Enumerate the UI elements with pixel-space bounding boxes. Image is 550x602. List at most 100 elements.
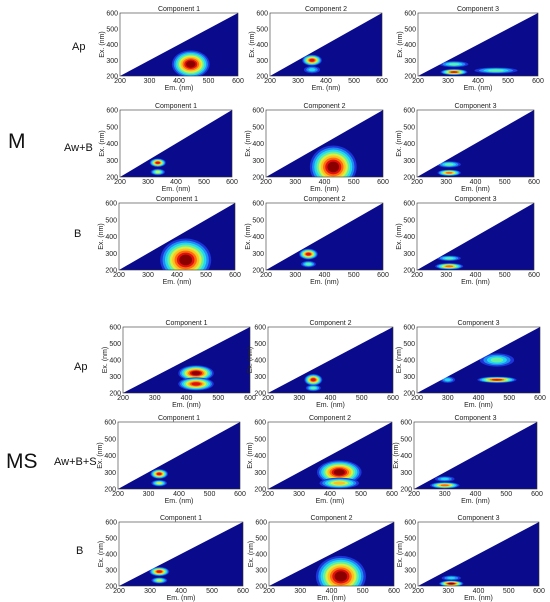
y-tick-label: 300: [404, 568, 416, 575]
y-tick-label: 500: [106, 26, 118, 33]
y-axis-label: Ex. (nm): [245, 130, 252, 156]
y-tick-label: 200: [255, 584, 267, 591]
eem-panel: Component 1 200 300 400 500 600 200 300 400 500 60…: [97, 415, 246, 505]
y-tick-label: 300: [256, 58, 268, 65]
contour-layer: [149, 566, 170, 584]
y-tick-label: 300: [403, 374, 415, 381]
y-tick-label: 300: [255, 568, 267, 575]
y-axis-label: Ex. (nm): [98, 541, 105, 567]
masked-region: [123, 327, 250, 393]
y-tick-label: 600: [256, 11, 268, 18]
x-axis-label: Em. (nm): [162, 186, 191, 193]
y-tick-label: 400: [252, 234, 264, 241]
eem-panel: Component 2 200 300 400 500 600 200 300 400 500 60…: [245, 103, 389, 193]
y-axis-label: Ex. (nm): [99, 31, 106, 57]
x-tick-label: 300: [440, 179, 452, 186]
x-tick-label: 600: [534, 395, 546, 402]
x-tick-label: 300: [293, 491, 305, 498]
y-tick-label: 600: [252, 201, 264, 208]
row-label-ms-b: B: [76, 545, 83, 557]
x-tick-label: 400: [325, 395, 337, 402]
contour-layer: [171, 50, 210, 76]
x-tick-label: 400: [473, 588, 485, 595]
y-tick-label: 500: [400, 436, 412, 443]
contour-layer: [435, 255, 464, 270]
x-tick-label: 200: [411, 179, 423, 186]
y-axis-label: Ex. (nm): [396, 223, 403, 249]
x-axis-label: Em. (nm): [464, 595, 493, 602]
contour-layer: [149, 158, 166, 176]
x-tick-label: 200: [408, 491, 420, 498]
y-tick-label: 400: [104, 453, 116, 460]
y-tick-label: 500: [254, 341, 266, 348]
contour-level: [327, 161, 340, 173]
x-tick-label: 600: [226, 179, 238, 186]
contour-level: [156, 472, 162, 476]
row-label-m-ap: Ap: [72, 41, 85, 53]
plot-frame: [119, 12, 239, 77]
y-tick-label: 300: [252, 158, 264, 165]
x-tick-label: 300: [442, 588, 454, 595]
contour-layer: [439, 575, 464, 586]
panel-title: Component 1: [155, 103, 197, 110]
contour-level: [156, 579, 162, 582]
y-tick-label: 300: [254, 470, 266, 477]
y-tick-label: 500: [254, 436, 266, 443]
contour-level: [333, 481, 346, 485]
y-tick-label: 400: [254, 358, 266, 365]
plot-frame: [265, 202, 384, 271]
x-tick-label: 200: [262, 491, 274, 498]
x-axis-label: Em. (nm): [316, 498, 345, 505]
y-tick-label: 200: [105, 584, 117, 591]
masked-region: [417, 327, 540, 393]
plot-frame: [117, 421, 241, 490]
contour-level: [310, 378, 316, 382]
masked-region: [417, 110, 534, 177]
contour-level: [445, 171, 453, 174]
y-tick-label: 200: [106, 74, 118, 81]
masked-region: [119, 522, 243, 586]
panel-title: Component 1: [160, 515, 202, 522]
contour-level: [305, 252, 311, 256]
x-tick-label: 600: [528, 272, 540, 279]
eem-panel: Component 1 200 300 400 500 600 200 300 400 500 60…: [99, 6, 244, 92]
y-tick-label: 600: [404, 520, 416, 527]
x-tick-label: 600: [386, 491, 398, 498]
y-tick-label: 200: [403, 268, 415, 275]
y-tick-label: 600: [105, 201, 117, 208]
y-tick-label: 300: [403, 158, 415, 165]
x-tick-label: 200: [412, 78, 424, 85]
x-tick-label: 500: [499, 272, 511, 279]
y-tick-label: 400: [109, 358, 121, 365]
x-tick-label: 500: [502, 78, 514, 85]
y-tick-label: 300: [252, 251, 264, 258]
x-tick-label: 500: [356, 395, 368, 402]
row-label-m-b: B: [74, 228, 81, 240]
y-tick-label: 500: [106, 124, 118, 131]
plot-frame: [267, 421, 393, 490]
panel-title: Component 1: [156, 196, 198, 203]
eem-panel: Component 1 200 300 400 500 600 200 300 400 500 60…: [98, 196, 241, 286]
contour-layer: [437, 161, 461, 177]
panel-title: Component 2: [303, 196, 345, 203]
x-tick-label: 200: [114, 78, 126, 85]
x-tick-label: 200: [114, 179, 126, 186]
contour-level: [490, 357, 504, 363]
x-tick-label: 600: [532, 78, 544, 85]
x-tick-label: 600: [376, 78, 388, 85]
y-tick-label: 300: [104, 470, 116, 477]
x-axis-label: Em. (nm): [461, 279, 490, 286]
x-axis-label: Em. (nm): [461, 498, 490, 505]
contour-layer: [150, 469, 168, 487]
row-label-ms-ap: Ap: [74, 361, 87, 373]
x-tick-label: 400: [470, 272, 482, 279]
x-tick-label: 500: [212, 395, 224, 402]
x-tick-label: 400: [181, 395, 193, 402]
eem-panel: Component 2 200 300 400 500 600 200 300 400 500 60…: [245, 196, 389, 286]
x-tick-label: 600: [244, 395, 256, 402]
x-tick-label: 300: [289, 272, 301, 279]
contour-level: [448, 63, 460, 66]
x-tick-label: 500: [348, 78, 360, 85]
plot-frame: [413, 421, 538, 490]
x-tick-label: 200: [262, 395, 274, 402]
